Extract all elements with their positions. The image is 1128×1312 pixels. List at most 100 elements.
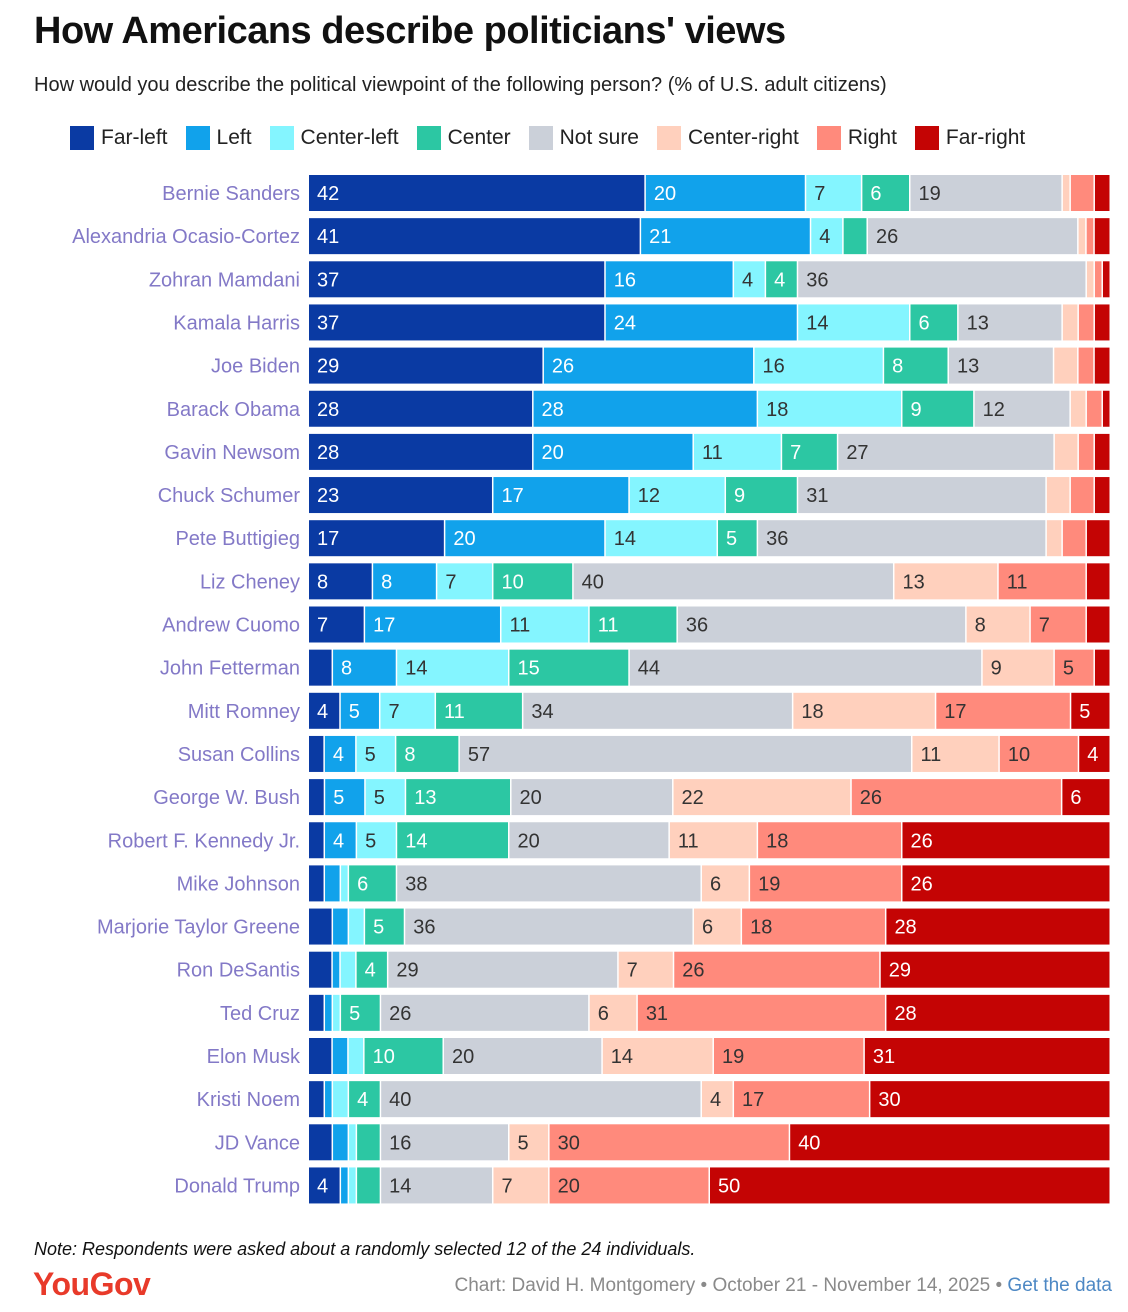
data-label: 6	[702, 917, 713, 939]
bar-segment-center-right	[669, 822, 757, 859]
bar-segment-left	[543, 347, 754, 384]
bar-segment-not-sure	[397, 865, 701, 902]
bar-segment-far-left	[309, 433, 533, 470]
bar-segment-far-left	[309, 606, 364, 643]
bar-segment-center-left	[348, 1038, 364, 1074]
bar-segment-center	[341, 994, 380, 1031]
bar-segment-center-right	[701, 865, 749, 902]
bar-segment-center	[726, 477, 797, 514]
bar-segment-far-left	[309, 347, 543, 384]
bar-segment-center	[766, 261, 797, 298]
data-label: 44	[638, 658, 660, 680]
bar-segment-center-right	[793, 692, 935, 729]
bar-segment-not-sure	[381, 1081, 701, 1118]
data-label: 11	[444, 701, 465, 723]
data-label: 24	[614, 312, 636, 334]
data-label: 14	[405, 658, 427, 680]
bar-segment-left	[325, 779, 365, 816]
bar-segment-center-left	[357, 822, 396, 859]
bar-row-barack-obama: Barack Obama 28 28 18 9 12	[167, 390, 1110, 427]
bar-segment-center-right	[1046, 520, 1062, 557]
data-label: 4	[365, 960, 376, 982]
data-label: 7	[1039, 615, 1050, 637]
bar-segment-left	[641, 218, 810, 255]
data-label: 22	[682, 787, 704, 809]
bar-segment-center	[718, 520, 757, 557]
bar-segment-center-left	[811, 218, 843, 255]
bar-segment-center-left	[754, 347, 883, 384]
bar-segment-far-left	[309, 951, 332, 988]
bar-segment-center	[356, 951, 387, 988]
data-label: 26	[682, 960, 704, 982]
bar-segment-center-left	[356, 735, 395, 772]
data-label: 40	[389, 1089, 411, 1111]
bar-segment-center	[509, 649, 629, 686]
bar-segment-far-right	[1094, 433, 1110, 470]
bar-row-robert-f-kennedy-jr: Robert F. Kennedy Jr. 4 5 14 20 11 18 26	[108, 822, 1110, 859]
bar-row-chuck-schumer: Chuck Schumer 23 17 12 9 31	[158, 477, 1110, 514]
bar-segment-not-sure	[910, 175, 1062, 211]
legend-label: Right	[847, 126, 897, 149]
data-label: 37	[317, 269, 339, 291]
bar-segment-not-sure	[381, 994, 589, 1031]
data-label: 28	[894, 1003, 916, 1025]
data-label: 13	[957, 356, 979, 378]
category-label: Joe Biden	[211, 356, 300, 378]
data-label: 5	[1079, 701, 1090, 723]
bar-segment-far-left	[309, 218, 640, 255]
bar-segment-not-sure	[459, 735, 911, 772]
bar-segment-not-sure	[838, 433, 1054, 470]
data-label: 23	[317, 485, 339, 507]
bar-segment-left	[332, 951, 340, 988]
bar-segment-center	[843, 218, 867, 255]
bar-segment-left	[533, 433, 693, 470]
bar-segment-center	[357, 1124, 380, 1161]
data-label: 26	[910, 873, 932, 895]
data-label: 10	[1008, 744, 1030, 766]
data-label: 10	[501, 571, 523, 593]
data-label: 6	[598, 1003, 609, 1025]
category-label: Ted Cruz	[220, 1003, 300, 1025]
bar-segment-right	[1062, 520, 1086, 557]
data-label: 7	[501, 1175, 512, 1197]
bar-segment-center	[910, 304, 958, 341]
bar-segment-far-right	[1094, 218, 1110, 255]
data-label: 13	[902, 571, 924, 593]
bar-segment-center-left	[365, 779, 405, 816]
data-label: 13	[414, 787, 436, 809]
bar-segment-far-right	[864, 1038, 1110, 1074]
bar-segment-far-right	[710, 1167, 1110, 1204]
bar-row-susan-collins: Susan Collins 4 5 8 57 11 10 4	[178, 735, 1110, 772]
data-label: 5	[349, 701, 360, 723]
bar-segment-right	[1070, 175, 1094, 211]
bar-segment-center	[406, 779, 511, 816]
bar-segment-far-left	[309, 649, 332, 686]
get-the-data-link[interactable]: Get the data	[1007, 1275, 1112, 1296]
bar-segment-far-right	[886, 994, 1110, 1031]
bar-row-mike-johnson: Mike Johnson 6 38 6 19 26	[177, 865, 1110, 902]
data-label: 40	[798, 1132, 820, 1154]
data-label: 7	[388, 701, 399, 723]
bar-segment-left	[605, 304, 797, 341]
bar-row-mitt-romney: Mitt Romney 4 5 7 11 34 18 17 5	[188, 692, 1110, 729]
bar-row-donald-trump: Donald Trump 4 14 7 20 50	[174, 1167, 1110, 1204]
bar-segment-right	[936, 692, 1070, 729]
data-label: 14	[611, 1046, 633, 1068]
data-label: 6	[710, 873, 721, 895]
category-label: Robert F. Kennedy Jr.	[108, 830, 300, 852]
bar-segment-left	[333, 1124, 348, 1161]
bar-segment-right	[674, 951, 880, 988]
data-label: 8	[317, 571, 328, 593]
bar-segment-center-left	[333, 1081, 348, 1118]
legend-swatch	[70, 126, 94, 150]
data-label: 4	[333, 830, 344, 852]
bar-segment-not-sure	[677, 606, 966, 643]
bar-segment-right	[549, 1167, 709, 1204]
credit-line: Chart: David H. Montgomery • October 21 …	[454, 1275, 1112, 1297]
data-label: 7	[317, 615, 328, 637]
bar-segment-center-right	[673, 779, 851, 816]
bar-segment-left	[325, 994, 332, 1031]
data-label: 13	[967, 312, 989, 334]
data-label: 6	[357, 873, 368, 895]
